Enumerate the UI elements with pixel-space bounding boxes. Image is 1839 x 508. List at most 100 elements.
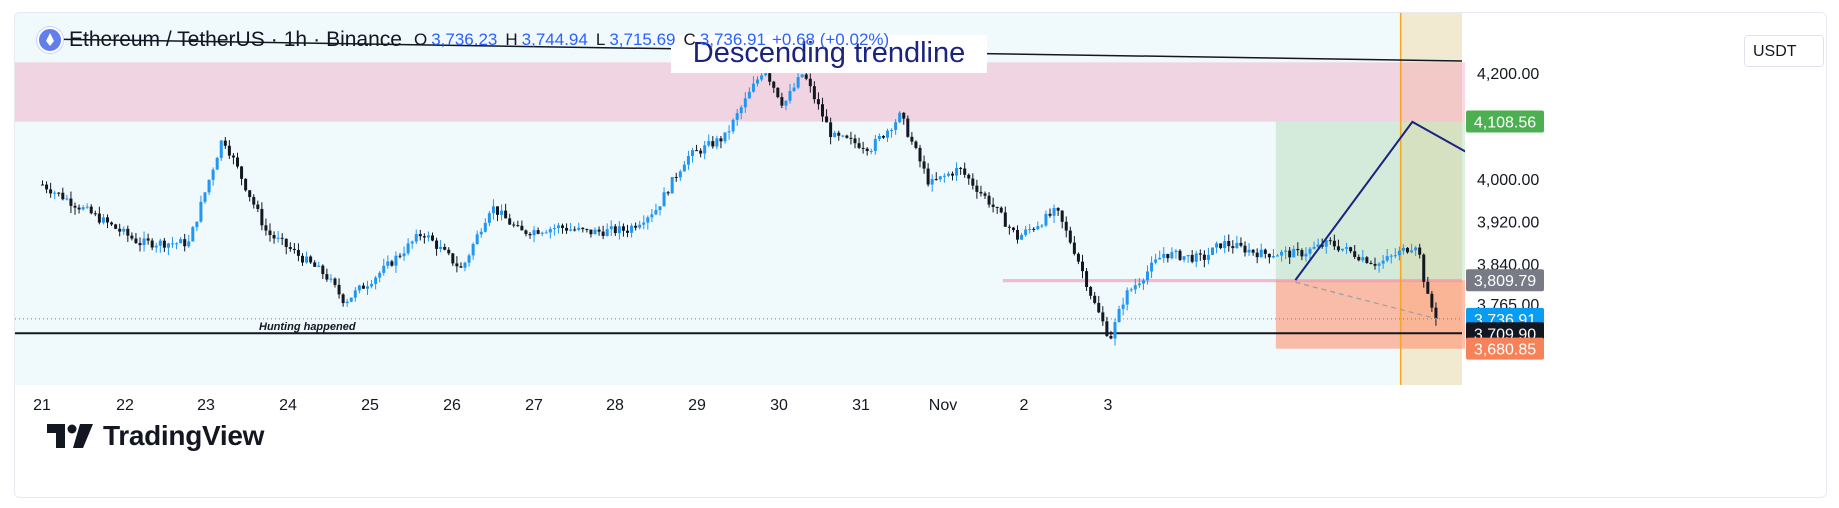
candle-body [536,230,540,234]
candle-body [313,262,317,267]
symbol-header: Ethereum / TetherUS · 1h · Binance O 3,73… [37,27,889,53]
candle-body [179,239,183,244]
candle-body [1068,230,1072,243]
candle-body [1190,254,1194,262]
candle-body [719,138,723,142]
candle-body [154,245,158,248]
candle-body [398,255,402,257]
candle-body [532,230,536,236]
candle-body [784,100,788,106]
candle-body [1101,312,1105,322]
candle-body [1056,208,1060,211]
candle-body [231,155,235,158]
candle-body [869,150,873,152]
candle-body [1328,240,1332,242]
candle-body [1016,230,1019,240]
candle-body [1361,257,1365,261]
candle-body [910,136,914,142]
candle-body [378,272,382,278]
hunting-label: Hunting happened [259,321,356,333]
tradingview-logo[interactable]: TradingView [47,420,264,452]
candle-body [999,207,1003,213]
candle-body [617,226,621,234]
candle-body [1332,240,1336,247]
candle-body [1406,247,1409,253]
candle-body [89,206,93,214]
ohlc-high-key: H [505,30,518,49]
candle-body [1020,234,1024,240]
interval[interactable]: 1h [283,28,308,51]
candle-body [1227,241,1231,247]
candle-body [601,231,605,236]
candle-body [1385,256,1389,261]
candle-body [321,265,325,275]
candle-body [951,173,954,176]
candle-body [890,129,894,131]
candle-body [540,232,544,234]
candle-body [597,229,601,232]
candle-body [963,168,967,175]
candle-body [1182,256,1186,260]
symbol-name[interactable]: Ethereum / TetherUS [69,28,265,51]
candle-body [971,178,975,186]
candle-body [240,166,244,179]
candle-body [662,192,666,207]
candle-body [886,130,889,138]
candle-body [1072,242,1076,254]
candle-body [349,297,353,302]
candle-body [329,278,333,280]
candle-body [772,81,776,88]
currency-button[interactable]: USDT [1744,35,1824,67]
candle-body [1081,261,1084,272]
candle-body [475,234,479,245]
candle-body [561,225,564,228]
candle-body [467,255,471,263]
candle-body [1146,271,1149,281]
candle-body [227,145,231,156]
candle-body [1410,250,1414,253]
candle-body [556,225,560,229]
ohlc-open-key: O [413,30,428,49]
candle-body [215,157,219,170]
candle-body [122,228,126,232]
candle-body [414,234,418,242]
candle-body [678,171,682,178]
candle-body [695,150,699,152]
candle-body [357,285,361,291]
candle-body [422,236,426,238]
time-axis-label: 21 [33,397,51,414]
candle-body [49,189,53,194]
price-axis-tick: 3,920.00 [1477,215,1539,232]
candle-body [45,184,49,190]
candle-body [1141,280,1145,284]
candle-body [1166,253,1170,259]
candle-body [288,247,292,249]
candle-body [1280,251,1284,256]
candle-body [317,265,321,267]
candle-body [1357,256,1361,261]
header-separator: · [313,28,321,51]
candle-body [183,239,187,247]
candle-body [780,97,784,106]
candle-body [1093,295,1097,303]
candle-body [837,132,841,136]
candle-body [1162,253,1166,258]
candle-body [162,240,166,248]
candle-body [1369,262,1373,264]
price-label-tag [1466,110,1544,133]
candle-body [1150,262,1154,272]
candle-body [1434,307,1438,319]
candle-body [751,83,755,92]
candle-body [967,174,971,179]
candle-body [223,140,227,146]
candle-body [853,138,857,144]
candle-body [199,201,203,222]
candle-body [418,234,422,237]
candle-body [264,225,268,231]
candle-body [768,73,772,82]
time-axis-label: Nov [929,397,957,414]
candle-body [1259,249,1263,258]
candle-body [670,177,674,194]
time-axis-label: 28 [606,397,624,414]
